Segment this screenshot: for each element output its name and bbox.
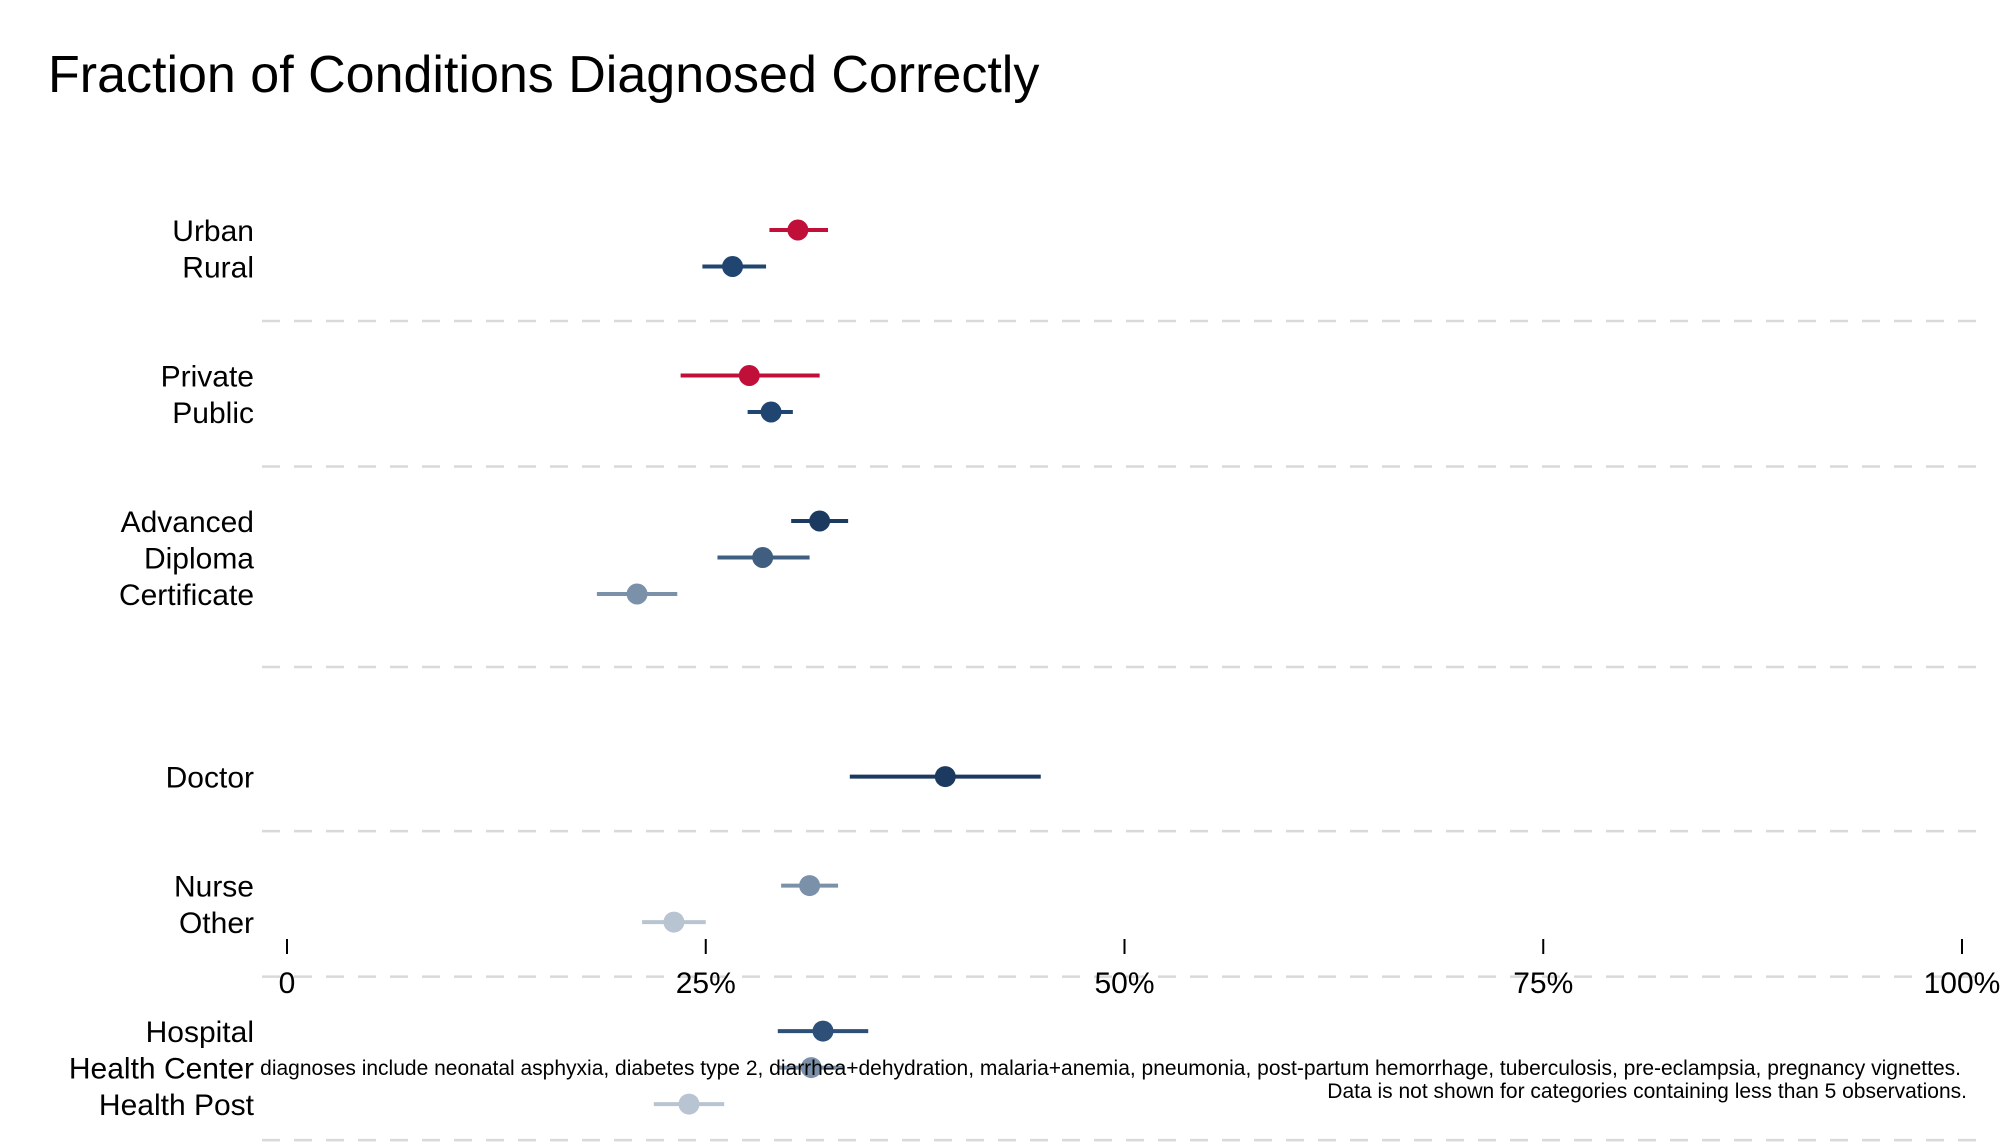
category-label-health-post: Health Post bbox=[99, 1089, 255, 1122]
group-separators bbox=[262, 319, 1990, 1142]
x-tick-label: 100% bbox=[1924, 967, 2000, 1000]
category-label-diploma: Diploma bbox=[144, 543, 254, 576]
x-tick-label: 75% bbox=[1513, 967, 1573, 1000]
point-health-post bbox=[678, 1093, 700, 1115]
category-label-health-center: Health Center bbox=[69, 1053, 254, 1086]
category-label-nurse: Nurse bbox=[174, 871, 254, 904]
point-public bbox=[760, 401, 782, 423]
point-advanced bbox=[809, 510, 831, 532]
x-tick-label: 50% bbox=[1094, 967, 1154, 1000]
x-tick-label: 0 bbox=[279, 967, 296, 1000]
category-label-hospital: Hospital bbox=[146, 1016, 254, 1049]
category-label-private: Private bbox=[161, 361, 254, 394]
category-label-other: Other bbox=[179, 907, 254, 940]
point-doctor bbox=[934, 766, 956, 788]
point-other bbox=[663, 911, 685, 933]
point-health-center bbox=[800, 1057, 822, 1079]
point-rural bbox=[722, 256, 744, 277]
category-label-public: Public bbox=[172, 397, 254, 430]
chart-title: Fraction of Conditions Diagnosed Correct… bbox=[48, 46, 1039, 104]
footnote-diagnoses: diagnoses include neonatal asphyxia, dia… bbox=[260, 1057, 1961, 1080]
category-label-advanced: Advanced bbox=[121, 506, 254, 539]
point-urban bbox=[787, 219, 809, 241]
point-private bbox=[738, 365, 760, 386]
category-label-urban: Urban bbox=[172, 215, 254, 248]
data-marks bbox=[596, 219, 1041, 1115]
x-tick-label: 25% bbox=[676, 967, 736, 1000]
category-label-rural: Rural bbox=[182, 252, 254, 285]
category-label-certificate: Certificate bbox=[119, 579, 254, 612]
footnote-data-threshold: Data is not shown for categories contain… bbox=[1327, 1080, 1967, 1103]
point-certificate bbox=[626, 583, 648, 605]
point-hospital bbox=[812, 1020, 834, 1042]
category-label-doctor: Doctor bbox=[166, 762, 254, 795]
point-diploma bbox=[752, 547, 774, 568]
point-nurse bbox=[799, 875, 821, 897]
x-axis: 0 25% 50% 75% 100% bbox=[279, 939, 2000, 1000]
